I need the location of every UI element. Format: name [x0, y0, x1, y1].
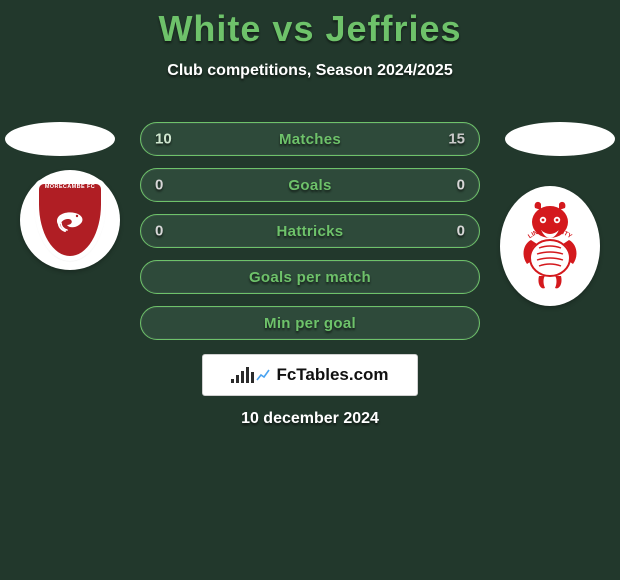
stat-row: 0 Goals 0 — [140, 168, 480, 202]
page-title: White vs Jeffries — [0, 0, 620, 50]
stat-label: Goals per match — [249, 269, 371, 286]
stat-left-value: 10 — [155, 131, 172, 148]
stat-label: Hattricks — [277, 223, 344, 240]
stat-right-value: 0 — [457, 177, 465, 194]
stat-rows: 10 Matches 15 0 Goals 0 0 Hattricks 0 Goals per m… — [140, 122, 480, 352]
stat-right-value: 15 — [448, 131, 465, 148]
stat-row: 10 Matches 15 — [140, 122, 480, 156]
stat-left-value: 0 — [155, 223, 163, 240]
left-club-badge: MORECAMBE FC — [20, 170, 120, 270]
stat-row: 0 Hattricks 0 — [140, 214, 480, 248]
right-ellipse — [505, 122, 615, 156]
imp-icon: LINCOLN CITY — [511, 198, 589, 294]
stat-label: Goals — [288, 177, 331, 194]
stat-row: Goals per match — [140, 260, 480, 294]
left-badge-text: MORECAMBE FC — [36, 184, 104, 190]
stat-right-value: 0 — [457, 223, 465, 240]
left-ellipse — [5, 122, 115, 156]
fctables-logo: FcTables.com — [202, 354, 418, 396]
stat-row: Min per goal — [140, 306, 480, 340]
right-club-badge: LINCOLN CITY — [500, 186, 600, 306]
subtitle: Club competitions, Season 2024/2025 — [0, 62, 620, 80]
stat-label: Matches — [279, 131, 341, 148]
stat-left-value: 0 — [155, 177, 163, 194]
bar-chart-icon — [231, 367, 254, 383]
stat-label: Min per goal — [264, 315, 356, 332]
shrimp-icon — [53, 209, 87, 235]
logo-text: FcTables.com — [276, 365, 388, 385]
trend-line-icon — [256, 368, 270, 382]
date-text: 10 december 2024 — [0, 410, 620, 428]
